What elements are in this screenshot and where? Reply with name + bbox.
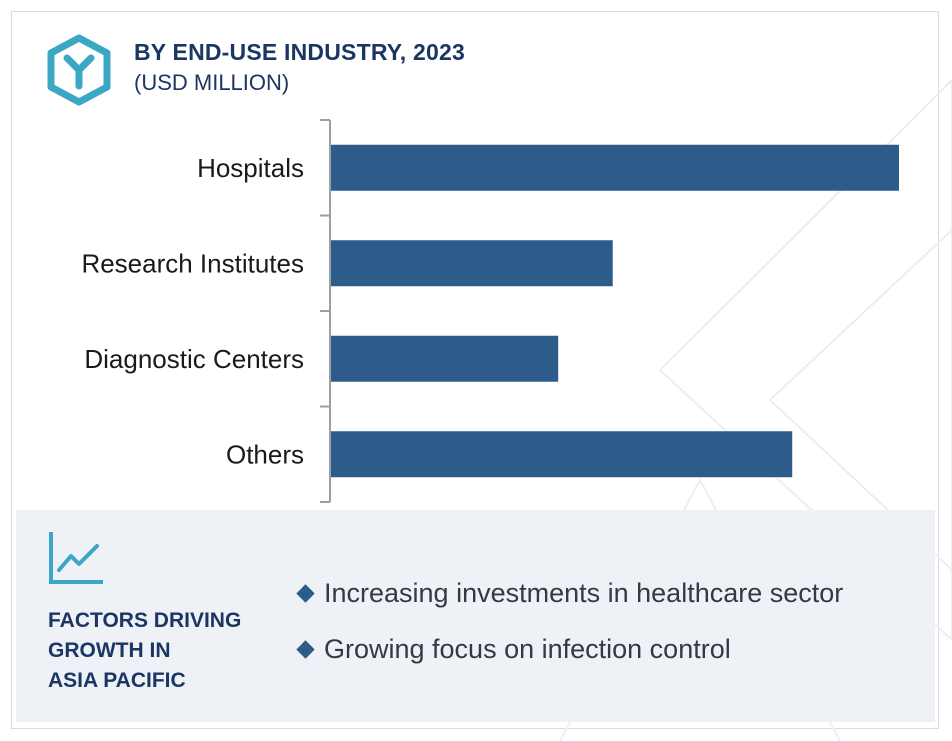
factor-text: Growing focus on infection control [324,634,731,664]
factors-panel: FACTORS DRIVING GROWTH IN ASIA PACIFIC I… [16,510,935,722]
y-axis [320,119,331,503]
bar-diagnostic-centers [331,335,559,382]
industry-logo-icon [47,34,111,106]
factors-title-line: GROWTH IN [48,639,171,662]
factor-item: Increasing investments in healthcare sec… [295,578,843,609]
diamond-bullet-icon [296,640,315,659]
bar-chart: Hospitals Research Institutes Diagnostic C… [81,119,899,503]
growth-chart-icon [49,532,103,584]
factors-title-line: ASIA PACIFIC [48,669,186,692]
factors-title-line: FACTORS DRIVING [48,609,242,632]
category-label: Others [226,439,304,469]
factors-title: FACTORS DRIVING GROWTH IN ASIA PACIFIC [48,606,278,696]
category-label: Hospitals [197,153,304,183]
chart-subtitle: (USD MILLION) [134,70,290,95]
factor-item: Growing focus on infection control [295,634,731,665]
category-label: Research Institutes [81,248,304,278]
category-label: Diagnostic Centers [84,344,304,374]
diamond-bullet-icon [296,584,315,603]
bar-others [331,431,793,478]
factor-text: Increasing investments in healthcare sec… [324,578,844,608]
bar-research-institutes [331,240,613,287]
bar-hospitals [331,144,899,191]
chart-title: BY END-USE INDUSTRY, 2023 [134,39,465,65]
